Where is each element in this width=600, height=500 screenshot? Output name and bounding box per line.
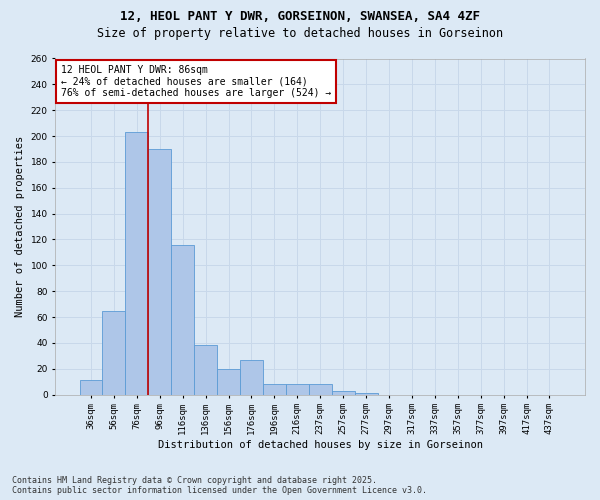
Bar [125, 132, 148, 394]
Text: Size of property relative to detached houses in Gorseinon: Size of property relative to detached ho… [97, 28, 503, 40]
Bar [148, 149, 171, 394]
Bar [171, 244, 194, 394]
Text: 12, HEOL PANT Y DWR, GORSEINON, SWANSEA, SA4 4ZF: 12, HEOL PANT Y DWR, GORSEINON, SWANSEA,… [120, 10, 480, 23]
Bar [263, 384, 286, 394]
Bar [80, 380, 103, 394]
Text: 12 HEOL PANT Y DWR: 86sqm
← 24% of detached houses are smaller (164)
76% of semi: 12 HEOL PANT Y DWR: 86sqm ← 24% of detac… [61, 65, 331, 98]
Bar [217, 368, 240, 394]
Bar [194, 346, 217, 395]
Bar [309, 384, 332, 394]
X-axis label: Distribution of detached houses by size in Gorseinon: Distribution of detached houses by size … [158, 440, 483, 450]
Bar [240, 360, 263, 394]
Bar [286, 384, 309, 394]
Text: Contains HM Land Registry data © Crown copyright and database right 2025.
Contai: Contains HM Land Registry data © Crown c… [12, 476, 427, 495]
Bar [332, 390, 355, 394]
Y-axis label: Number of detached properties: Number of detached properties [15, 136, 25, 317]
Bar [103, 310, 125, 394]
